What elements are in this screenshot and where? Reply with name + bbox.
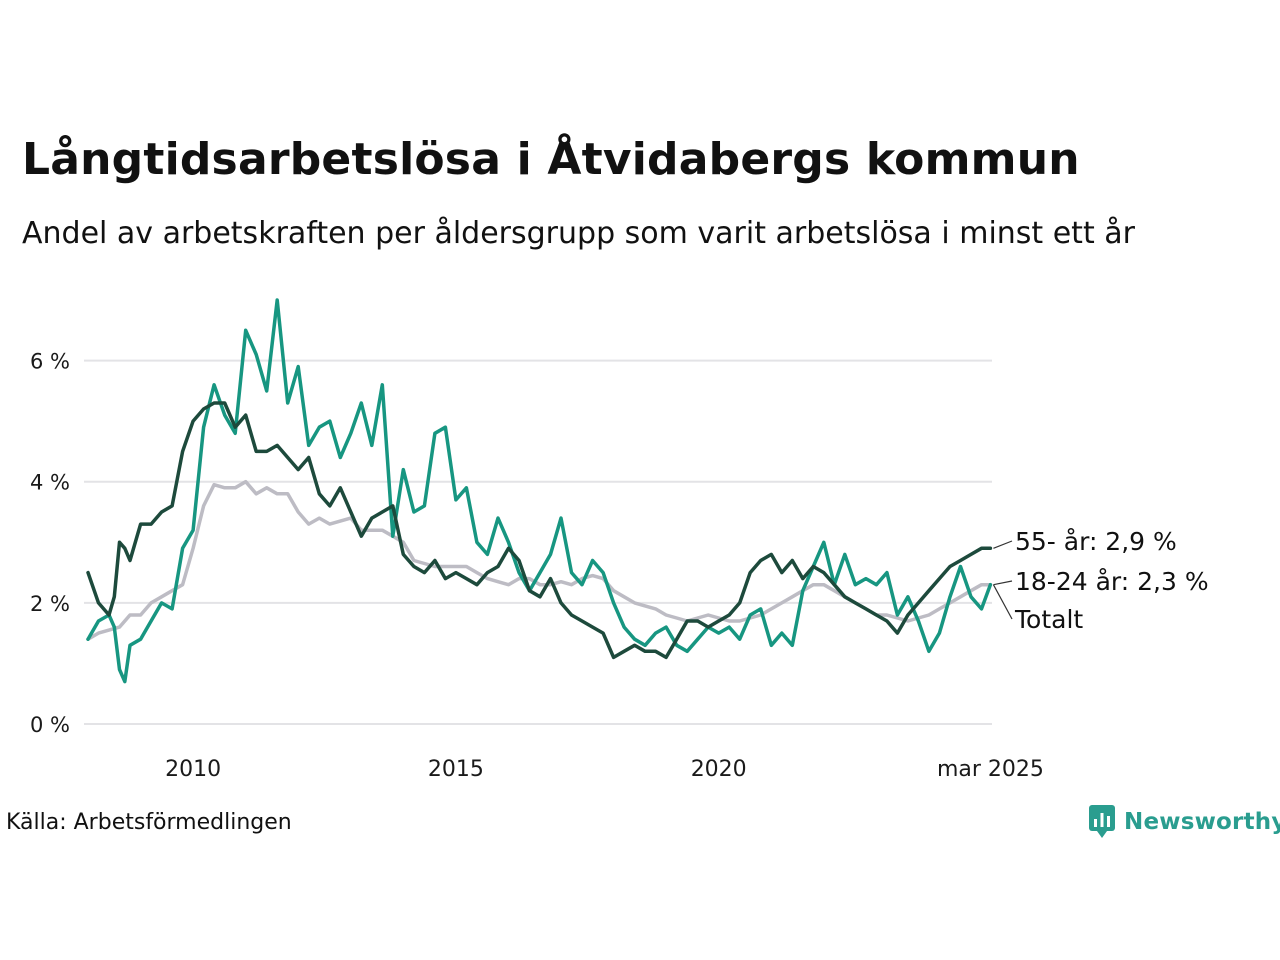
x-tick-label: mar 2025 (937, 757, 1044, 782)
x-axis-labels: 2010 2015 2020 mar 2025 (165, 757, 1044, 782)
series-end-label: 18-24 år: 2,3 % (1015, 567, 1209, 596)
label-leader-line (992, 584, 1013, 620)
y-tick-label: 4 % (30, 471, 70, 495)
y-tick-label: 6 % (30, 350, 70, 374)
grid-lines (84, 359, 992, 725)
y-tick-label: 2 % (30, 592, 70, 616)
y-tick-label: 0 % (30, 713, 70, 737)
series-line-totalt (86, 479, 993, 641)
x-tick-label: 2020 (691, 757, 747, 782)
source-note: Källa: Arbetsförmedlingen (6, 810, 292, 835)
x-tick-label: 2015 (428, 757, 484, 782)
series-end-label: Totalt (1014, 605, 1083, 634)
chart-subtitle: Andel av arbetskraften per åldersgrupp s… (22, 216, 1135, 251)
newsworthy-chart-bubble-icon (1089, 805, 1115, 838)
series-line-55-r (86, 401, 993, 660)
label-leader-line (993, 540, 1013, 549)
y-axis-labels: 0 % 2 % 4 % 6 % (30, 350, 70, 737)
series-line-18-24-r (86, 298, 993, 684)
series-end-labels: Totalt 18-24 år: 2,3 % 55- år: 2,9 % (992, 527, 1209, 634)
chart-title: Långtidsarbetslösa i Åtvidabergs kommun (22, 134, 1080, 185)
logo-text: Newsworthy (1124, 809, 1280, 835)
newsworthy-logo: Newsworthy (1088, 804, 1280, 840)
series-end-label: 55- år: 2,9 % (1015, 527, 1177, 556)
series-lines (86, 298, 993, 684)
x-tick-label: 2010 (165, 757, 221, 782)
label-leader-line (993, 580, 1013, 586)
